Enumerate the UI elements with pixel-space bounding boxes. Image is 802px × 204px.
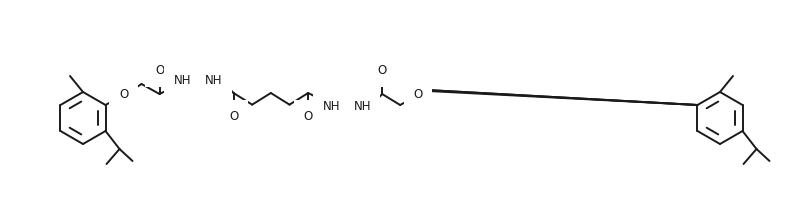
Text: NH: NH [353, 100, 371, 112]
Text: O: O [229, 110, 238, 122]
Text: O: O [155, 64, 164, 78]
Text: NH: NH [173, 74, 191, 88]
Text: O: O [119, 89, 128, 102]
Text: NH: NH [322, 100, 339, 112]
Text: O: O [413, 89, 422, 102]
Text: O: O [303, 110, 313, 122]
Text: NH: NH [205, 74, 222, 88]
Text: O: O [377, 64, 387, 78]
